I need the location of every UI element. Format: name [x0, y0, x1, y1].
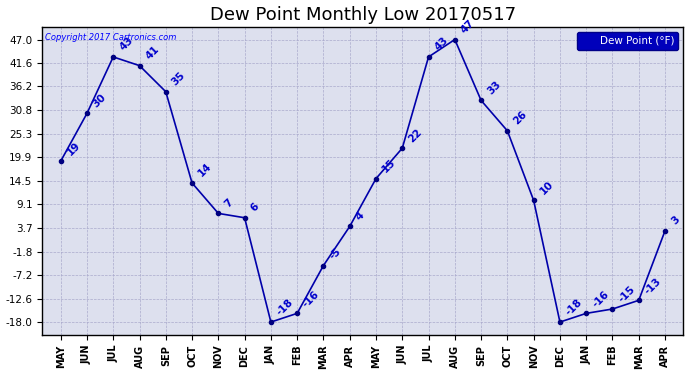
- Text: 3: 3: [669, 214, 682, 226]
- Text: 30: 30: [91, 92, 108, 109]
- Legend: Dew Point (°F): Dew Point (°F): [577, 32, 678, 50]
- Text: -18: -18: [275, 297, 295, 318]
- Text: 19: 19: [65, 140, 82, 157]
- Text: 10: 10: [538, 179, 555, 196]
- Text: 7: 7: [222, 197, 235, 209]
- Text: 35: 35: [170, 70, 187, 87]
- Text: 43: 43: [117, 35, 135, 53]
- Text: 22: 22: [406, 127, 424, 144]
- Text: 15: 15: [380, 157, 397, 174]
- Text: 43: 43: [433, 35, 450, 53]
- Text: -5: -5: [328, 246, 343, 261]
- Text: -18: -18: [564, 297, 584, 318]
- Text: -15: -15: [617, 285, 637, 305]
- Text: Copyright 2017 Cartronics.com: Copyright 2017 Cartronics.com: [46, 33, 177, 42]
- Text: 14: 14: [196, 161, 214, 179]
- Text: 47: 47: [459, 18, 477, 35]
- Text: 33: 33: [485, 79, 502, 96]
- Text: 41: 41: [144, 44, 161, 62]
- Text: -16: -16: [591, 289, 611, 309]
- Title: Dew Point Monthly Low 20170517: Dew Point Monthly Low 20170517: [210, 6, 516, 24]
- Text: -16: -16: [302, 289, 322, 309]
- Text: 26: 26: [511, 110, 529, 127]
- Text: 6: 6: [249, 201, 261, 214]
- Text: -13: -13: [643, 276, 663, 296]
- Text: 4: 4: [354, 210, 366, 222]
